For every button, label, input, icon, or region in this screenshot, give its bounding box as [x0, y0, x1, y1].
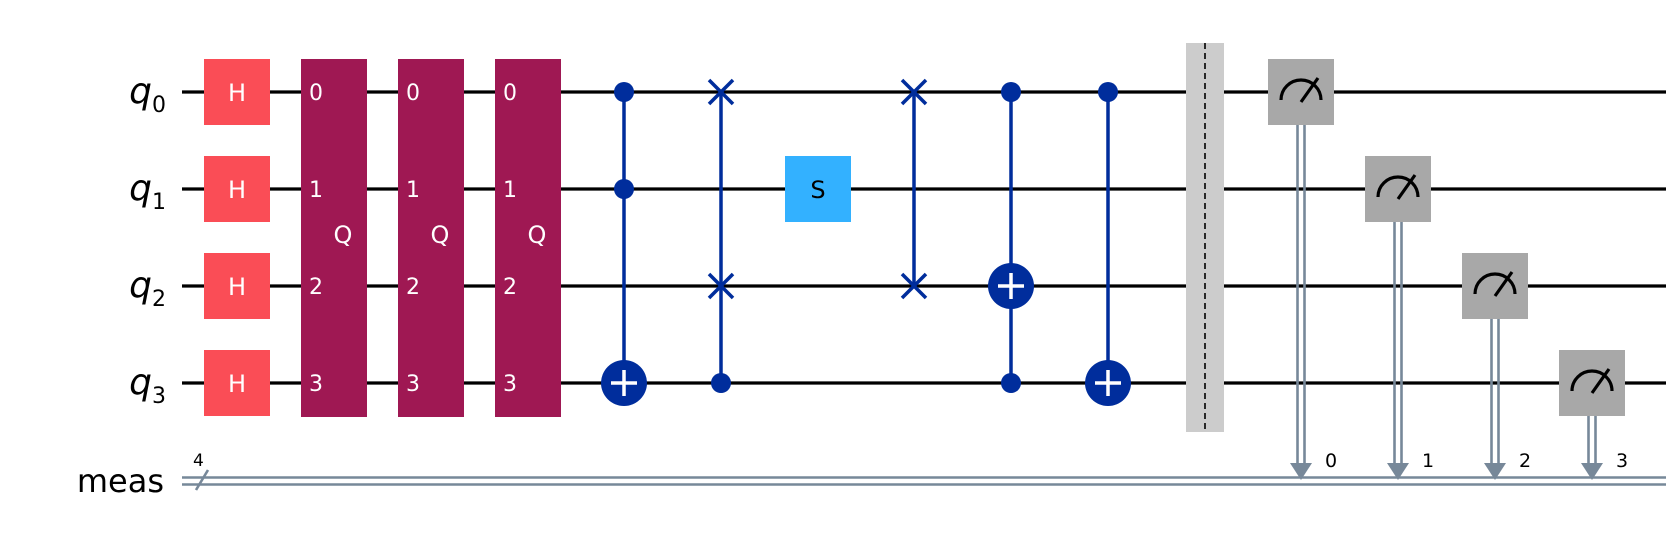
op-1-control-dot — [711, 373, 731, 393]
op-0-control-dot-1 — [614, 179, 634, 199]
op-4-control-dot-0 — [1001, 82, 1021, 102]
meter-icon — [1376, 174, 1420, 200]
q-block-1-wire-label-2: 2 — [406, 275, 420, 300]
bus-slash — [194, 469, 210, 491]
op-5-target — [1085, 360, 1131, 406]
measure-1-arrow — [1387, 463, 1409, 480]
q-block-2-wire-label-2: 2 — [503, 275, 517, 300]
op-0-control-dot-0 — [614, 82, 634, 102]
q-block-1-wire-label-0: 0 — [406, 81, 420, 106]
q-block-label-0: Q — [334, 221, 353, 249]
q-block-2-wire-label-1: 1 — [503, 178, 517, 203]
measure-0-arrow — [1290, 463, 1312, 480]
h-gate-label-2: H — [228, 273, 246, 301]
measure-1-bit-label: 1 — [1422, 450, 1434, 472]
q-block-2 — [495, 59, 561, 417]
q-block-2-wire-label-3: 3 — [503, 372, 517, 397]
q-block-1-wire-label-1: 1 — [406, 178, 420, 203]
q-block-2-wire-label-0: 0 — [503, 81, 517, 106]
op-0-target — [601, 360, 647, 406]
h-gate-3 — [204, 350, 270, 416]
s-gate-label: S — [810, 176, 825, 204]
classical-register-label: meas — [77, 462, 164, 500]
q-block-0-wire-label-3: 3 — [309, 372, 323, 397]
q-block-1 — [398, 59, 464, 417]
op-1-swap-cross-0 — [707, 78, 735, 106]
h-gate-label-3: H — [228, 370, 246, 398]
op-4-control-dot-1 — [1001, 373, 1021, 393]
register-labels: 4 q0 q1 q2 q3 meas — [77, 71, 204, 500]
h-gate-label-1: H — [228, 176, 246, 204]
q-block-1-wire-label-3: 3 — [406, 372, 420, 397]
measure-0-bit-label: 0 — [1325, 450, 1337, 472]
qubit-label-2: q2 — [129, 265, 166, 312]
q-block-label-2: Q — [528, 221, 547, 249]
qubit-label-0: q0 — [129, 71, 166, 118]
measure-gate-3 — [1559, 350, 1625, 416]
measure-gate-1 — [1365, 156, 1431, 222]
meter-icon — [1279, 77, 1323, 103]
q-block-0-wire-label-1: 1 — [309, 178, 323, 203]
q-block-label-1: Q — [431, 221, 450, 249]
qubit-label-3: q3 — [129, 362, 166, 409]
op-4-target — [988, 263, 1034, 309]
op-3-swap-cross-0 — [900, 78, 928, 106]
s-gate — [785, 156, 851, 222]
classical-width-label: 4 — [193, 451, 204, 471]
gates: H H H H 0 1 2 3 Q 0 1 2 3 Q 0 1 2 3 Q S 0 1 2 3 — [204, 43, 1628, 480]
measure-gate-0 — [1268, 59, 1334, 125]
h-gate-1 — [204, 156, 270, 222]
h-gate-0 — [204, 59, 270, 125]
op-1-swap-cross-1 — [707, 272, 735, 300]
q-block-0-wire-label-2: 2 — [309, 275, 323, 300]
measure-2-bit-label: 2 — [1519, 450, 1531, 472]
meter-icon — [1473, 271, 1517, 297]
q-block-0-wire-label-0: 0 — [309, 81, 323, 106]
measure-2-arrow — [1484, 463, 1506, 480]
qubit-label-1: q1 — [129, 168, 166, 215]
op-3-swap-cross-1 — [900, 272, 928, 300]
measure-3-bit-label: 3 — [1616, 450, 1628, 472]
h-gate-2 — [204, 253, 270, 319]
h-gate-label-0: H — [228, 79, 246, 107]
q-block-0 — [301, 59, 367, 417]
measure-3-arrow — [1581, 463, 1603, 480]
meter-icon — [1570, 368, 1614, 394]
op-5-control-dot-0 — [1098, 82, 1118, 102]
measure-gate-2 — [1462, 253, 1528, 319]
